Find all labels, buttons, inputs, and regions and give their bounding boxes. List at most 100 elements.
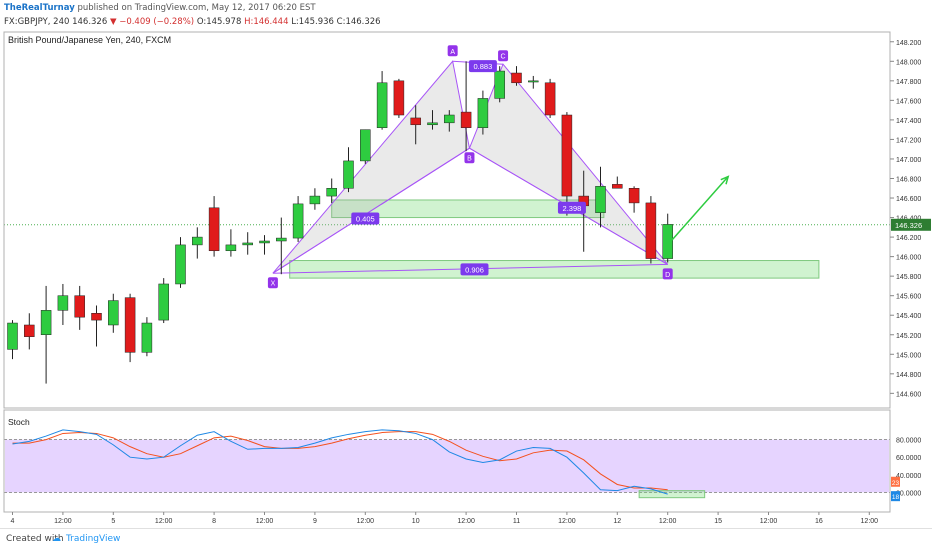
candle [124,293,136,363]
stoch-d-tag [891,476,900,487]
y-tick-label: 146.200 [896,235,921,242]
point-badge [464,152,475,164]
y-tick-label: 145.600 [896,294,921,301]
y-tick-label: 144.800 [896,372,921,379]
x-tick-label: 12:00 [357,518,375,525]
tradingview-cloud-icon: ☁ [52,534,61,544]
y-tick-label: 146.000 [896,255,921,262]
x-tick-label: 9 [313,518,317,525]
candle-body [7,322,18,350]
stochastic-pane [4,429,890,499]
ratio-badge [557,201,586,214]
candle-body [393,80,405,116]
candle [175,237,186,288]
point-badge [447,45,458,57]
candle-body [124,297,136,353]
point-label-d: D [665,272,670,279]
candle [662,213,673,263]
point-label-x: X [271,281,276,288]
candle-body [494,70,505,99]
chart-canvas[interactable]: X A B C D 0.883 0.405 2.398 0.906 148.200 148.000… [0,30,932,528]
footer: Created with ☁ TradingView [0,528,932,550]
x-tick-label: 5 [111,518,115,525]
candle [225,229,237,257]
stoch-tick-label: 40.0000 [896,473,921,480]
ratio-label: 0.405 [356,215,375,224]
main-pane-border [3,31,891,409]
point-badge [267,277,278,289]
chart-header: TheRealTurnay published on TradingView.c… [0,0,932,30]
candle [628,186,640,213]
y-tick-label: 144.600 [896,391,921,398]
candle-body [276,237,287,242]
candle-body [326,188,337,197]
last-price-tag [891,218,931,231]
candle [309,188,321,210]
candle [7,320,18,360]
candle-body [225,244,237,252]
y-tick-label: 147.200 [896,137,921,144]
x-tick-label: 16 [815,518,823,525]
candle [494,66,505,103]
candle-body [242,242,253,246]
stoch-k-tag-text: 18 [892,494,900,501]
projection-arrow [667,176,729,246]
candle-body [662,224,673,259]
candle-body [192,236,203,246]
candle-body [410,117,421,126]
candle [242,232,253,255]
candle [511,66,522,86]
ratio-badge [468,60,497,73]
candle [460,61,472,152]
projection-arrow-head [720,175,730,185]
last-price: 146.326 [72,17,108,27]
ratio-label: 2.398 [563,204,582,213]
ohlc-line: FX:GBPJPY, 240 146.326 ▼ −0.409 (−0.28%)… [4,17,381,27]
author-link[interactable]: TheRealTurnay [4,3,75,13]
stoch-d-line [12,431,668,491]
candle-body [444,114,455,124]
candle [326,178,337,203]
low-value: L:145.936 [291,17,334,27]
y-tick-label: 147.400 [896,118,921,125]
ratio-label: 0.906 [465,265,484,274]
candle [376,71,388,130]
candle-body [108,300,119,326]
y-tick-label: 145.000 [896,352,921,359]
candle [292,196,304,242]
candle-body [57,295,69,311]
candle-body [595,186,606,213]
candle-body [561,114,573,197]
ratio-label: 0.883 [474,62,493,71]
candle-body [612,184,623,189]
candle-body [74,295,85,318]
candle-body [544,82,556,116]
candle [158,278,169,324]
candle-body [477,98,489,128]
candle-body [259,240,270,244]
candle-body [91,313,102,321]
x-tick-label: 15 [714,518,722,525]
candle-body [24,324,35,337]
y-tick-label: 146.800 [896,176,921,183]
candle [528,75,539,89]
candle-body [343,160,354,189]
point-label-b: B [467,156,472,163]
ratio-badge [460,263,489,276]
candle [24,313,35,350]
y-tick-label: 145.200 [896,333,921,340]
candle-body [376,82,388,128]
x-tick-label: 12:00 [760,518,778,525]
candle [192,227,203,259]
tradingview-brand[interactable]: TradingView [66,534,121,544]
point-label-c: C [501,54,506,61]
candle-body [460,111,472,128]
x-tick-label: 4 [11,518,15,525]
symbol-label: FX:GBPJPY, 240 [4,17,70,27]
candle [427,110,438,130]
candle-body [40,310,52,336]
x-tick-label: 12:00 [256,518,274,525]
ratio-badge [351,212,380,225]
stoch-d-tag-text: 23 [892,480,900,487]
candle [544,78,556,118]
